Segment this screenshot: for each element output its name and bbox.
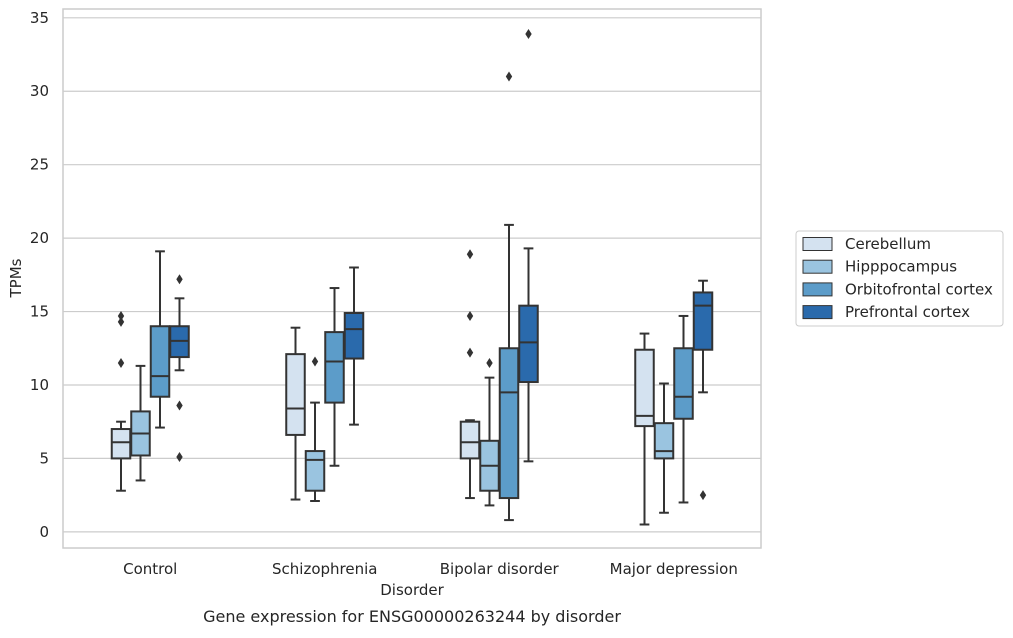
x-tick-label: Control [123, 560, 177, 578]
outlier-point [311, 356, 319, 367]
box-cerebellum [634, 332, 655, 526]
box-prefrontal-cortex [518, 28, 539, 463]
y-tick-labels: 0 5 10 15 20 25 30 35 [30, 9, 49, 541]
box-prefrontal-cortex [692, 279, 714, 501]
outlier-point [117, 316, 125, 327]
y-tick-label: 25 [30, 156, 49, 174]
y-tick-label: 20 [30, 229, 49, 247]
box-body [518, 304, 539, 384]
box-body [149, 325, 171, 398]
outlier-point [117, 357, 125, 368]
outlier-point [505, 71, 513, 82]
box-body [634, 348, 655, 428]
box-orbitofrontal-cortex [673, 314, 694, 504]
y-tick-label: 15 [30, 303, 49, 321]
y-tick-label: 0 [39, 523, 49, 541]
y-tick-label: 30 [30, 82, 49, 100]
boxes-layer [110, 28, 714, 526]
box-prefrontal-cortex [343, 266, 365, 426]
box-hipppocampus [653, 382, 675, 514]
box-hipppocampus [479, 357, 500, 507]
box-orbitofrontal-cortex [149, 250, 171, 429]
box-body [324, 331, 345, 404]
legend-label: Prefrontal cortex [845, 303, 970, 321]
box-body [304, 450, 326, 492]
box-body [498, 347, 520, 500]
legend: Cerebellum Hipppocampus Orbitofrontal cort… [795, 230, 1004, 327]
box-body [285, 353, 306, 436]
legend-frame [795, 230, 1004, 327]
x-tick-label: Bipolar disorder [440, 560, 560, 578]
outlier-point [525, 28, 532, 39]
box-prefrontal-cortex [169, 274, 190, 462]
legend-label: Cerebellum [845, 235, 931, 253]
box-hipppocampus [130, 364, 151, 482]
outlier-point [176, 400, 183, 411]
y-tick-label: 35 [30, 9, 49, 27]
outlier-point [699, 490, 707, 501]
box-cerebellum [110, 310, 132, 492]
outlier-point [486, 357, 493, 368]
y-tick-label: 5 [39, 449, 49, 467]
box-cerebellum [285, 326, 306, 501]
outlier-point [466, 347, 474, 358]
box-body [653, 422, 675, 460]
box-orbitofrontal-cortex [498, 71, 520, 522]
legend-swatch [802, 259, 833, 274]
box-body [692, 291, 714, 351]
legend-label: Orbitofrontal cortex [845, 280, 993, 298]
box-hipppocampus [304, 356, 326, 503]
box-cerebellum [459, 249, 481, 500]
outlier-point [117, 310, 125, 321]
x-tick-label: Major depression [610, 560, 738, 578]
legend-swatch [802, 282, 833, 297]
x-axis-label: Disorder [380, 581, 444, 599]
x-tick-labels: Control Schizophrenia Bipolar disorder Majo… [123, 560, 738, 578]
box-body [673, 347, 694, 420]
outlier-point [176, 451, 183, 462]
box-body [110, 428, 132, 460]
legend-swatch [802, 305, 833, 320]
box-orbitofrontal-cortex [324, 287, 345, 467]
outlier-point [466, 249, 474, 260]
outlier-point [176, 274, 183, 285]
chart-caption: Gene expression for ENSG00000263244 by d… [203, 607, 621, 626]
legend-label: Hipppocampus [845, 258, 957, 276]
y-tick-label: 10 [30, 376, 49, 394]
box-body [343, 312, 365, 360]
legend-swatch [802, 237, 833, 251]
box-body [459, 420, 481, 460]
outlier-point [466, 310, 474, 321]
plot-area-frame [62, 8, 762, 549]
y-axis-label: TPMs [7, 258, 25, 298]
x-tick-label: Schizophrenia [272, 560, 377, 578]
